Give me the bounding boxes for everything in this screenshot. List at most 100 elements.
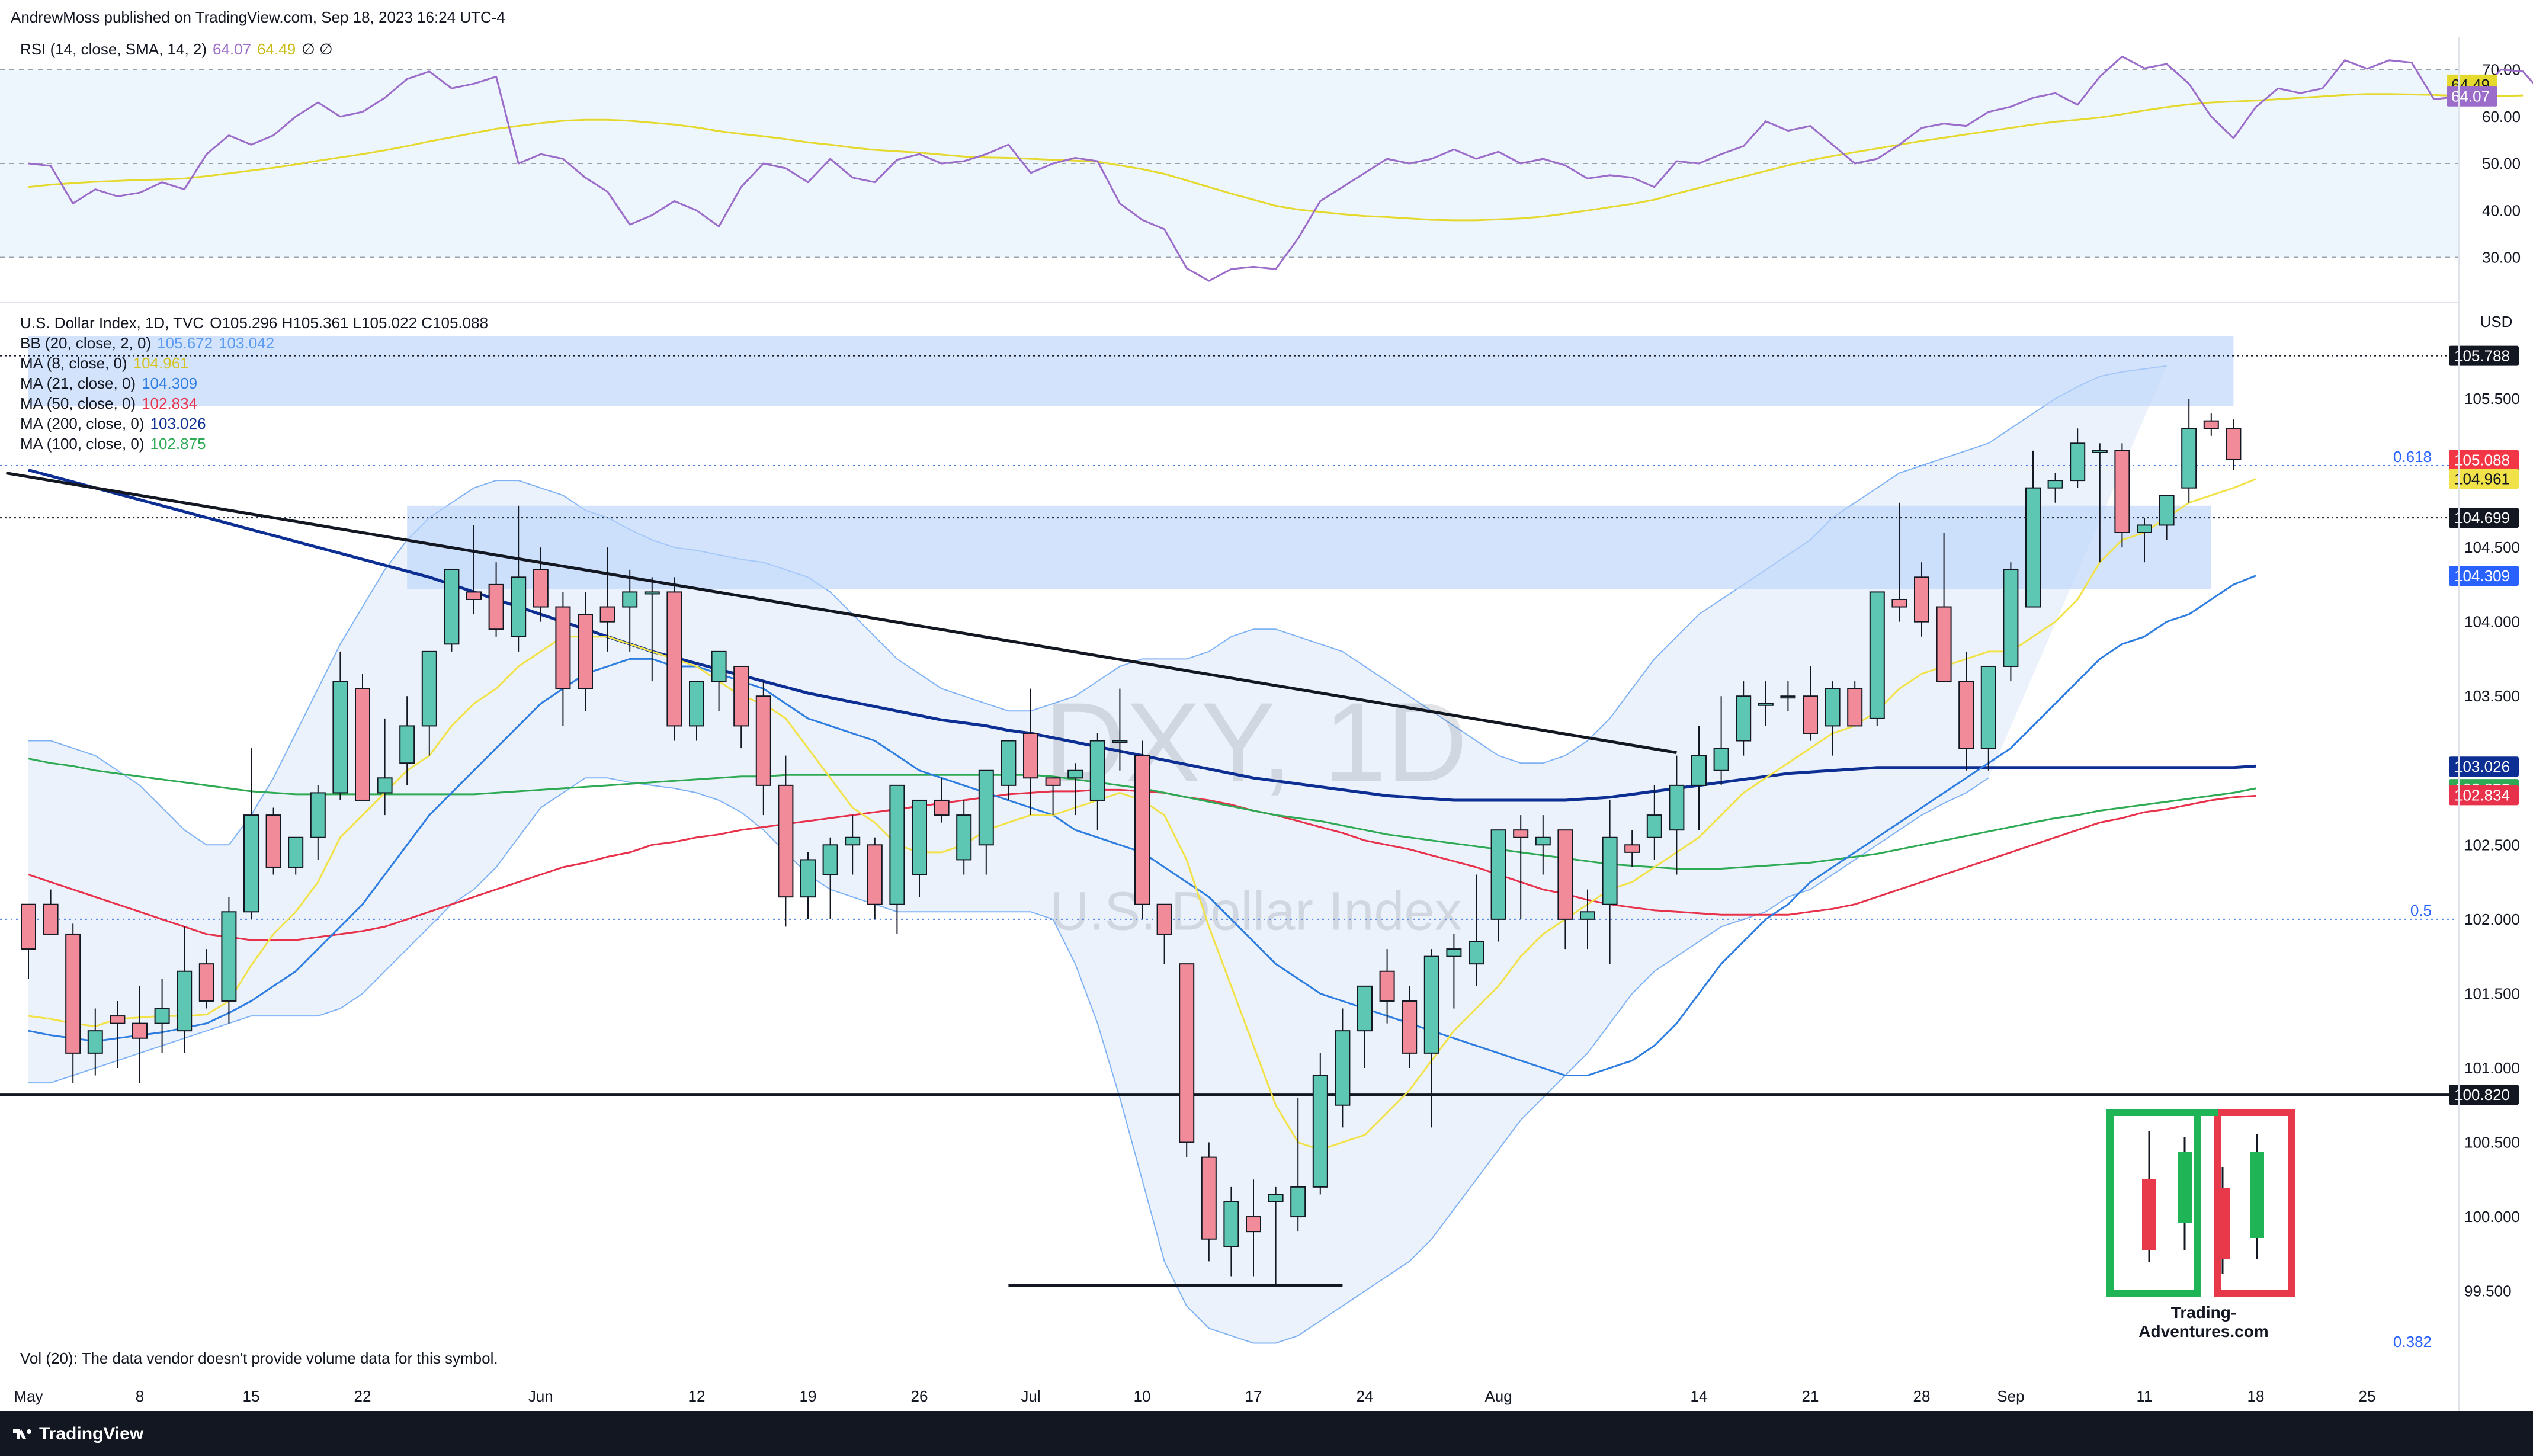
symbol-title: U.S. Dollar Index, 1D, TVC xyxy=(20,314,204,332)
candle-body xyxy=(265,814,281,868)
ma8-legend-label: MA (8, close, 0) xyxy=(20,354,127,372)
candle-body xyxy=(666,591,682,727)
ta-logo-candle xyxy=(2215,1188,2230,1259)
candle-body xyxy=(1936,606,1952,682)
ta-logo-candle xyxy=(2250,1152,2264,1238)
ma100-legend-label: MA (100, close, 0) xyxy=(20,435,145,453)
time-tick-label: Jul xyxy=(1021,1387,1040,1405)
time-tick-label: 10 xyxy=(1134,1387,1151,1405)
candle-body xyxy=(2226,428,2242,460)
ma200-legend-value: 103.026 xyxy=(150,415,206,432)
volume-note: Vol (20): The data vendor doesn't provid… xyxy=(20,1349,498,1367)
candle-body xyxy=(1469,941,1484,965)
candle-body xyxy=(1669,784,1685,831)
ta-logo-frame xyxy=(2106,1109,2201,1297)
candle-body xyxy=(377,777,393,794)
candle-body xyxy=(65,933,81,1054)
candle-body xyxy=(1423,955,1439,1054)
candle-body xyxy=(1067,769,1083,779)
candle-body xyxy=(1312,1075,1328,1188)
candle-body xyxy=(87,1030,103,1054)
candle-body xyxy=(599,606,615,623)
ma50-legend-label: MA (50, close, 0) xyxy=(20,395,136,412)
candle-body xyxy=(1958,681,1974,749)
candle-body xyxy=(889,784,905,905)
currency-label[interactable]: USD xyxy=(2480,313,2513,331)
candle-body xyxy=(1023,732,1038,779)
candle-body xyxy=(1268,1194,1284,1202)
candle-body xyxy=(1980,665,1996,749)
candle-body xyxy=(1803,695,1818,734)
candle-body xyxy=(578,614,593,689)
price-tick-label: 100.000 xyxy=(2464,1208,2520,1226)
rsi-tick-label: 30.00 xyxy=(2482,249,2521,267)
candle-body xyxy=(1869,591,1885,719)
rsi-legend: RSI (14, close, SMA, 14, 2) 64.07 64.49 ∅ ∅ xyxy=(20,39,333,59)
ta-logo-candle xyxy=(2178,1152,2192,1223)
fib-level-label: 0.618 xyxy=(2393,448,2432,466)
price-badge-text: 105.788 xyxy=(2454,347,2510,365)
time-tick-label: May xyxy=(14,1387,43,1405)
candle-body xyxy=(243,814,259,913)
price-badge-text: 104.961 xyxy=(2454,470,2510,488)
candle-body xyxy=(533,569,549,608)
candle-body xyxy=(978,769,994,846)
candle-body xyxy=(1535,836,1551,846)
rsi-tick-label: 40.00 xyxy=(2482,201,2521,219)
candle-body xyxy=(622,591,638,608)
candle-body xyxy=(332,681,348,794)
candle-body xyxy=(2092,450,2108,453)
pane-divider[interactable] xyxy=(0,302,2458,303)
candle-body xyxy=(1001,740,1017,786)
candle-body xyxy=(555,606,571,689)
candle-body xyxy=(198,963,214,1002)
ohlc-values: O105.296 H105.361 L105.022 C105.088 xyxy=(210,314,489,332)
ma21-legend-label: MA (21, close, 0) xyxy=(20,374,136,392)
time-tick-label: 14 xyxy=(1691,1387,1708,1405)
ma8-legend-value: 104.961 xyxy=(133,354,189,372)
candle-body xyxy=(1780,695,1796,699)
candle-body xyxy=(21,903,36,950)
rsi-legend-value: 64.07 xyxy=(213,40,252,58)
tradingview-logo[interactable]: TradingView xyxy=(13,1424,143,1444)
candle-body xyxy=(1602,836,1618,905)
time-tick-label: 15 xyxy=(243,1387,260,1405)
bollinger-lower-line xyxy=(28,777,1989,1344)
price-badge-text: 102.834 xyxy=(2454,786,2510,804)
candle-body xyxy=(644,591,660,595)
price-tick-label: 104.500 xyxy=(2464,538,2520,556)
candle-body xyxy=(689,681,704,727)
ta-logo-candle xyxy=(2142,1179,2156,1250)
candle-body xyxy=(43,903,59,935)
candle-body xyxy=(1513,829,1529,838)
trading-adventures-text: Trading-Adventures.com xyxy=(2138,1303,2269,1340)
rsi-sma-line xyxy=(28,93,2524,222)
price-badge-text: 100.820 xyxy=(2454,1086,2510,1104)
ma50-legend-value: 102.834 xyxy=(142,395,198,412)
candle-body xyxy=(355,688,370,801)
candle-body xyxy=(778,784,794,898)
price-tick-label: 104.000 xyxy=(2464,613,2520,631)
resistance-zone xyxy=(407,505,2211,589)
candle-body xyxy=(956,814,972,861)
candle-body xyxy=(154,1008,170,1024)
candle-body xyxy=(733,665,749,727)
price-badge-text: 103.026 xyxy=(2454,758,2510,775)
rsi-line xyxy=(28,55,2533,282)
candle-body xyxy=(1847,688,1863,727)
candle-body xyxy=(466,591,482,600)
candle-body xyxy=(755,695,771,786)
time-tick-label: 26 xyxy=(911,1387,928,1405)
price-badge-text: 105.088 xyxy=(2454,451,2510,469)
candle-body xyxy=(1446,948,1462,957)
candle-body xyxy=(711,650,727,682)
rsi-sma-legend-value: 64.49 xyxy=(257,40,296,58)
candle-body xyxy=(1089,740,1105,801)
price-badge xyxy=(2449,566,2519,586)
time-tick-label: 21 xyxy=(1802,1387,1819,1405)
time-tick-label: 24 xyxy=(1357,1387,1374,1405)
price-badge-text: 104.309 xyxy=(2454,567,2510,585)
watermark-symbol: DXY, 1D xyxy=(1044,679,1468,805)
price-badge xyxy=(2449,469,2519,489)
